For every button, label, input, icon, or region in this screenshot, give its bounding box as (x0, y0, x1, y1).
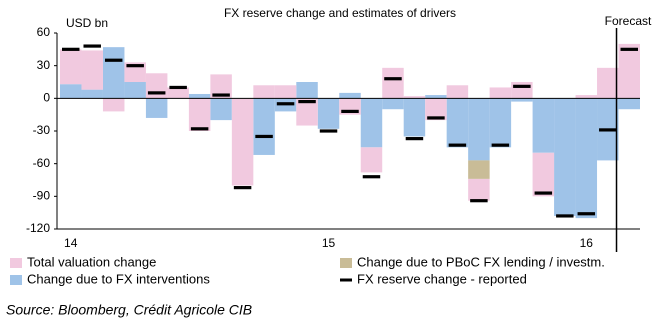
bar-segment (446, 98, 469, 148)
bar-segment (575, 95, 598, 99)
x-tick-label: 16 (580, 236, 594, 250)
y-tick-label: -120 (26, 221, 50, 235)
y-tick-label: -60 (33, 156, 51, 170)
reported-marker (620, 47, 638, 51)
bar-segment (618, 98, 640, 110)
bar-segment (446, 85, 469, 99)
bar-segment (124, 82, 146, 99)
bar-segment (210, 98, 232, 121)
bar-segment (468, 178, 490, 201)
reported-marker (104, 58, 123, 62)
y-tick-label: -90 (33, 189, 51, 203)
legend-label: FX reserve change - reported (357, 271, 527, 286)
forecast-label: Forecast (605, 14, 652, 28)
reported-marker (319, 129, 338, 133)
reported-marker (362, 175, 381, 179)
bar-segment (167, 87, 189, 99)
bar-segment (425, 95, 447, 99)
reported-marker (491, 143, 510, 147)
bar-segment (360, 147, 383, 173)
legend-label: Change due to FX interventions (27, 271, 210, 286)
reported-marker (212, 93, 230, 97)
bar-segment (317, 98, 340, 129)
bar-segment (145, 73, 168, 99)
reported-marker (427, 116, 445, 120)
reported-marker (341, 109, 359, 113)
bar-segment (597, 67, 619, 99)
bar-segment (60, 84, 82, 99)
reported-marker (556, 214, 574, 218)
legend-label: Total valuation change (27, 254, 156, 269)
reported-marker (62, 47, 80, 51)
bar-segment (575, 98, 598, 219)
y-tick-label: 0 (43, 91, 50, 105)
bar-segment (210, 74, 232, 99)
bar-segment (532, 152, 555, 197)
bar-segment (296, 82, 318, 99)
y-tick-label: -30 (33, 123, 51, 137)
y-tick-label: 60 (37, 25, 51, 39)
bar-segment (81, 50, 103, 90)
reported-marker (147, 91, 166, 95)
reported-marker (448, 143, 467, 147)
bar-segment (188, 93, 211, 99)
reported-marker (276, 102, 295, 106)
bar-segment (81, 89, 103, 99)
reported-marker (534, 191, 553, 195)
legend-label: Change due to PBoC FX lending / investm. (357, 254, 605, 269)
reported-marker (513, 84, 531, 88)
bar-segment (274, 85, 297, 99)
bar-segment (188, 98, 211, 131)
bar-segment (468, 98, 490, 161)
bar-segment (403, 96, 426, 99)
bar-segment (231, 98, 254, 186)
reported-marker (255, 134, 273, 139)
bar-segment (425, 98, 447, 121)
reported-marker (126, 64, 144, 68)
bar-segment (532, 98, 555, 153)
bar-segment (403, 98, 426, 137)
legend-swatch (340, 278, 352, 282)
x-tick-label: 15 (322, 236, 336, 250)
bar-segment (554, 98, 576, 216)
source: Source: Bloomberg, Crédit Agricole CIB (6, 302, 252, 318)
bar-segment (468, 160, 490, 179)
bar-segment (511, 82, 533, 99)
chart-title: FX reserve change and estimates of drive… (224, 6, 456, 20)
bar-segment (489, 98, 512, 148)
bar-segment (253, 85, 275, 99)
reported-marker (83, 44, 101, 48)
bar-segment (511, 98, 533, 102)
bar-segment (618, 43, 640, 99)
bar-segment (296, 98, 318, 126)
reported-marker (190, 127, 209, 131)
bar-segment (382, 67, 404, 99)
y-axis-label: USD bn (66, 16, 108, 30)
reported-marker (577, 212, 596, 216)
bar-segment (253, 98, 275, 155)
bar-segment (382, 98, 404, 110)
reported-marker (169, 85, 187, 90)
bar-segment (360, 98, 383, 148)
reported-marker (233, 186, 252, 190)
reported-marker (298, 100, 316, 104)
reported-marker (470, 199, 488, 203)
legend-swatch (340, 258, 352, 268)
bar-segment (102, 98, 125, 112)
reported-marker (405, 137, 424, 141)
bar-segment (124, 62, 146, 82)
legend-swatch (10, 275, 22, 285)
bar-segment (339, 92, 361, 99)
reported-marker (599, 128, 617, 132)
bar-segment (60, 49, 82, 85)
bar-segment (145, 98, 168, 118)
legend-swatch (10, 258, 22, 268)
x-tick-label: 14 (64, 236, 78, 250)
reported-marker (384, 77, 402, 81)
bar-segment (102, 47, 125, 99)
y-tick-label: 30 (37, 58, 51, 72)
bar-segment (489, 87, 512, 99)
